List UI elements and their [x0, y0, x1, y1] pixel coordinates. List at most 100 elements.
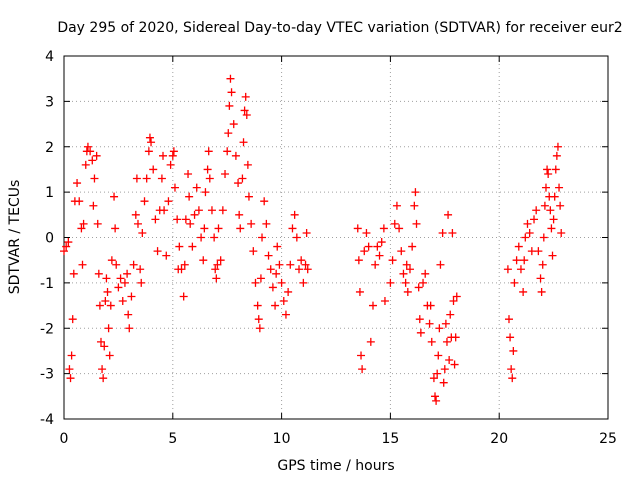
data-point: [244, 192, 253, 201]
data-point: [373, 242, 382, 251]
data-point: [125, 324, 134, 333]
chart-title: Day 295 of 2020, Sidereal Day-to-day VTE…: [57, 20, 622, 36]
data-point: [508, 374, 517, 383]
data-point: [507, 365, 516, 374]
data-point: [411, 188, 420, 197]
data-point: [199, 256, 208, 265]
data-point: [107, 256, 116, 265]
y-tick-label: -2: [40, 321, 54, 337]
data-point: [503, 265, 512, 274]
data-point: [106, 301, 115, 310]
data-point: [534, 247, 543, 256]
data-point: [236, 224, 245, 233]
data-point: [450, 360, 459, 369]
data-point: [105, 351, 114, 360]
x-tick-label: 5: [168, 431, 177, 447]
data-point: [111, 224, 120, 233]
data-point: [175, 242, 184, 251]
data-point: [238, 174, 247, 183]
x-axis-title: GPS time / hours: [277, 458, 394, 474]
data-point: [98, 365, 107, 374]
data-point: [397, 247, 406, 256]
data-point: [544, 169, 553, 178]
data-point: [116, 274, 125, 283]
data-point: [295, 265, 304, 274]
data-point: [281, 310, 290, 319]
data-point: [519, 287, 528, 296]
data-point: [273, 242, 282, 251]
data-point: [431, 392, 440, 401]
data-point: [112, 260, 121, 269]
data-point: [221, 169, 230, 178]
data-point: [364, 242, 373, 251]
data-point: [536, 274, 545, 283]
data-point: [395, 224, 404, 233]
data-point: [181, 215, 190, 224]
data-point: [86, 147, 95, 156]
data-point: [186, 219, 195, 228]
data-point: [256, 274, 265, 283]
data-point: [157, 174, 166, 183]
x-axis: 0 5 10 15 20 25: [60, 56, 617, 447]
data-point: [390, 219, 399, 228]
data-point: [255, 324, 264, 333]
data-point: [555, 183, 564, 192]
data-point: [179, 292, 188, 301]
data-point: [432, 396, 441, 405]
x-tick-label: 20: [490, 431, 508, 447]
data-point: [101, 297, 110, 306]
data-point: [100, 342, 109, 351]
data-point: [227, 88, 236, 97]
data-point: [284, 287, 293, 296]
data-point: [353, 224, 362, 233]
data-point: [103, 287, 112, 296]
data-point: [509, 346, 518, 355]
data-point: [133, 219, 142, 228]
data-point: [216, 256, 225, 265]
data-point: [301, 260, 310, 269]
data-point: [520, 256, 529, 265]
data-point: [436, 260, 445, 269]
data-point: [207, 206, 216, 215]
data-point: [169, 147, 178, 156]
y-tick-label: 2: [45, 140, 54, 156]
data-point: [299, 278, 308, 287]
data-point: [357, 351, 366, 360]
y-tick-label: 3: [45, 94, 54, 110]
data-point: [241, 92, 250, 101]
data-point: [548, 251, 557, 260]
data-point: [68, 315, 77, 324]
data-point: [442, 337, 451, 346]
data-point: [62, 242, 71, 251]
data-point: [177, 265, 186, 274]
data-point: [223, 147, 232, 156]
data-point: [354, 256, 363, 265]
data-point: [552, 151, 561, 160]
data-point: [525, 228, 534, 237]
data-point: [65, 365, 74, 374]
data-point: [452, 292, 461, 301]
data-point: [537, 287, 546, 296]
data-point: [557, 228, 566, 237]
data-point: [247, 219, 256, 228]
data-point: [200, 224, 209, 233]
data-point: [224, 129, 233, 138]
data-point: [553, 142, 562, 151]
data-point: [149, 165, 158, 174]
data-point: [550, 192, 559, 201]
data-point: [144, 147, 153, 156]
data-point: [539, 233, 548, 242]
data-point: [147, 138, 156, 147]
data-point: [412, 219, 421, 228]
data-point: [435, 324, 444, 333]
data-point: [441, 319, 450, 328]
y-tick-label: -3: [40, 367, 54, 383]
data-point: [173, 215, 182, 224]
data-point: [266, 265, 275, 274]
data-point: [530, 215, 539, 224]
data-point: [425, 319, 434, 328]
data-point: [302, 228, 311, 237]
data-point: [532, 206, 541, 215]
data-point: [137, 278, 146, 287]
